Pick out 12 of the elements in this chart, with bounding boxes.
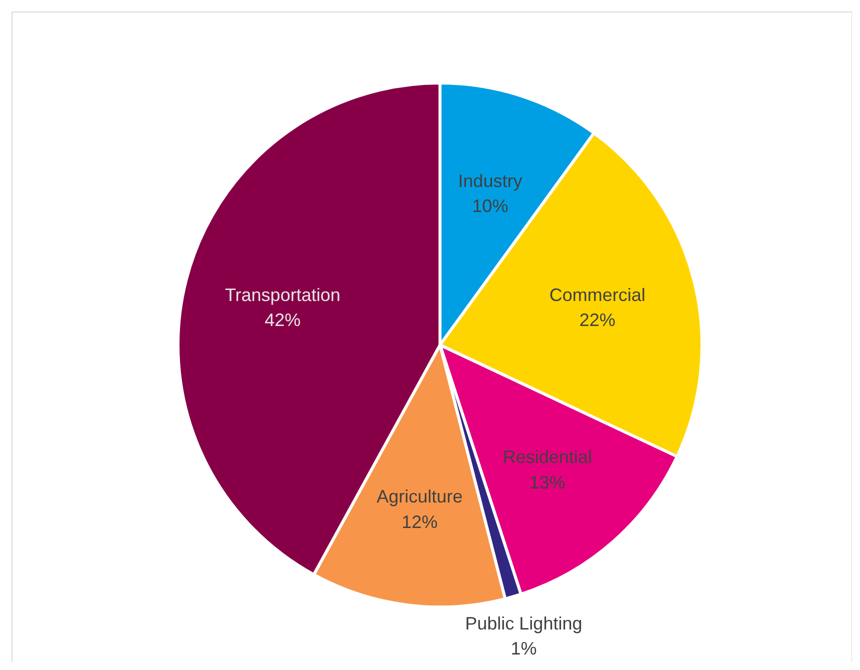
slice-label: Residential — [502, 447, 592, 468]
data-label: 10% — [472, 196, 508, 216]
data-label: 12% — [402, 512, 438, 532]
data-label: 13% — [529, 472, 566, 492]
data-label: 22% — [579, 310, 616, 330]
slice-label: Industry — [458, 170, 522, 191]
data-label: 1% — [510, 638, 537, 659]
data-label: 42% — [264, 310, 301, 330]
slice-label: Commercial — [549, 285, 646, 306]
slice-label: Agriculture — [376, 486, 463, 507]
slice-label: Transportation — [224, 285, 340, 306]
slice-label: Public Lighting — [465, 613, 582, 634]
